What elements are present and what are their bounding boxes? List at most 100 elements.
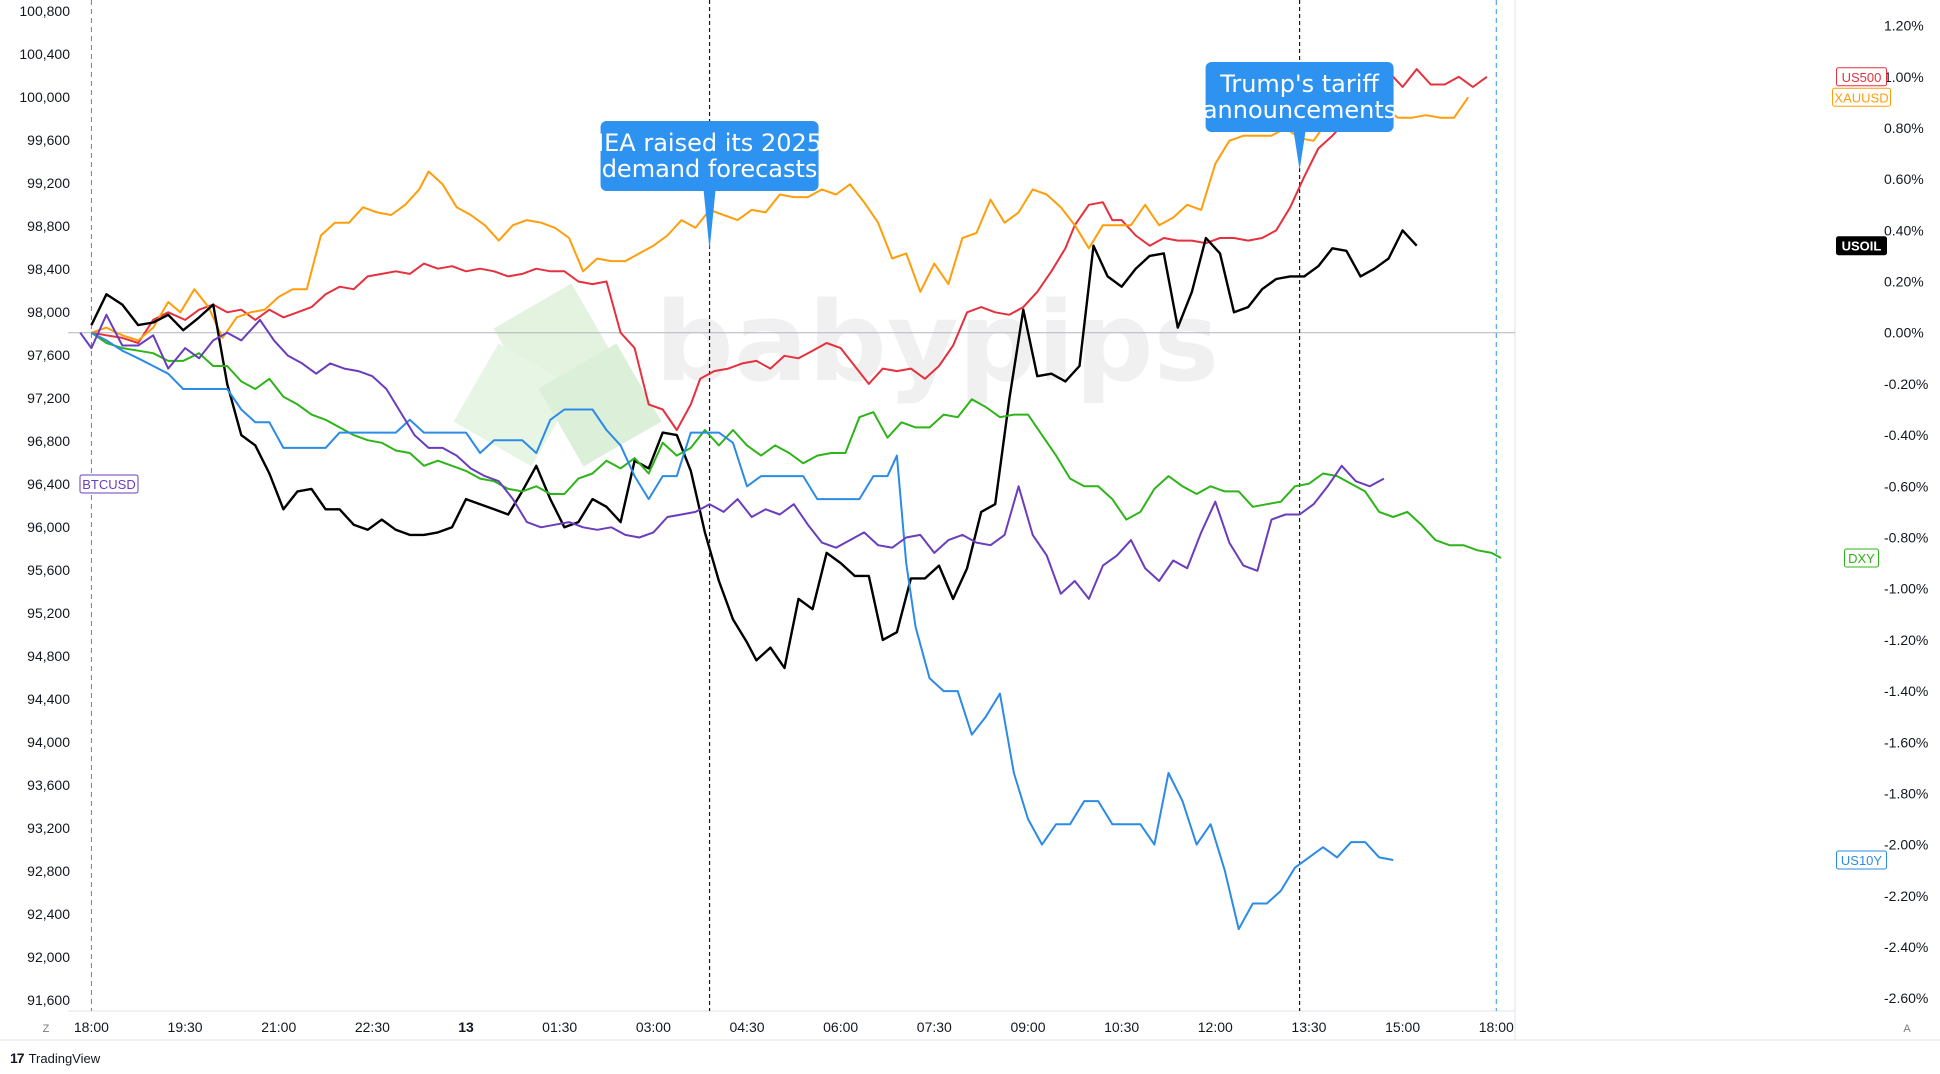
series-tags: US500 XAUUSD USOIL DXY US10Y BTCUSD — [79, 67, 1891, 870]
right-axis-tick: -1.40% — [1884, 683, 1928, 699]
time-axis-tick: 15:00 — [1385, 1019, 1420, 1035]
time-axis-tick: 21:00 — [261, 1019, 296, 1035]
callout-pointer — [703, 190, 716, 250]
tradingview-logo-icon: 17 — [10, 1050, 25, 1066]
left-axis-tick: 91,600 — [27, 992, 70, 1008]
left-axis-tick: 98,400 — [27, 261, 70, 277]
callout-text: IEA raised its 2025 — [597, 129, 822, 157]
left-axis-tick: 99,600 — [27, 132, 70, 148]
right-axis-tick: -0.40% — [1884, 427, 1928, 443]
time-axis-tick: 09:00 — [1010, 1019, 1045, 1035]
left-axis-tick: 100,000 — [19, 89, 70, 105]
time-axis-tick: 01:30 — [542, 1019, 577, 1035]
left-price-axis[interactable]: 100,800 100,400 100,000 99,600 99,200 98,800 9… — [19, 3, 70, 1008]
series-tag-label: DXY — [1848, 551, 1875, 566]
left-axis-tick: 94,800 — [27, 648, 70, 664]
auto-scale-button[interactable]: A — [1903, 1023, 1911, 1035]
callout-text: announcements — [1203, 96, 1396, 124]
time-axis-tick: 04:30 — [729, 1019, 764, 1035]
left-axis-tick: 93,200 — [27, 820, 70, 836]
callout-text: demand forecasts — [602, 155, 818, 183]
time-axis-tick: 13 — [458, 1019, 474, 1035]
left-axis-tick: 100,800 — [19, 3, 70, 19]
series-line-btcusd — [79, 313, 1385, 600]
right-axis-tick: -2.40% — [1884, 939, 1928, 955]
right-axis-tick: -2.20% — [1884, 888, 1928, 904]
time-axis-tick: 03:00 — [636, 1019, 671, 1035]
watermark-logo-icon — [453, 343, 577, 467]
right-axis-tick: 1.20% — [1884, 18, 1924, 34]
left-axis-tick: 95,600 — [27, 562, 70, 578]
timezone-button[interactable]: Z — [42, 1023, 50, 1035]
right-axis-tick: -1.60% — [1884, 734, 1928, 750]
callout-pointer — [1293, 131, 1306, 170]
watermark-logo-icon — [538, 343, 662, 467]
right-axis-tick: -2.60% — [1884, 990, 1928, 1006]
right-axis-tick: 1.00% — [1884, 69, 1924, 85]
left-axis-tick: 93,600 — [27, 777, 70, 793]
series-tag-box — [1836, 236, 1887, 256]
series-tag-box — [1844, 548, 1879, 568]
right-axis-tick: -0.20% — [1884, 376, 1928, 392]
callout-box — [600, 121, 819, 191]
series-line-us500 — [91, 68, 1488, 431]
series-tag-box — [1832, 87, 1891, 107]
left-axis-tick: 92,400 — [27, 906, 70, 922]
series-tag-label: US10Y — [1841, 853, 1883, 868]
left-axis-tick: 97,200 — [27, 390, 70, 406]
watermark-text: babypips — [655, 278, 1219, 406]
series-line-usoil — [90, 229, 1418, 670]
series-tag-label: XAUUSD — [1834, 90, 1888, 105]
series-line-us10y — [90, 331, 1394, 931]
left-axis-tick: 95,200 — [27, 605, 70, 621]
series-tag-label: USOIL — [1842, 239, 1882, 254]
time-axis-tick: 12:00 — [1198, 1019, 1233, 1035]
time-axis-tick: 07:30 — [917, 1019, 952, 1035]
right-axis-tick: 0.20% — [1884, 274, 1924, 290]
series-line-dxy — [90, 331, 1502, 559]
right-axis-tick: -0.60% — [1884, 478, 1928, 494]
left-axis-tick: 96,800 — [27, 433, 70, 449]
callout-text: Trump's tariff — [1219, 70, 1379, 98]
right-axis-tick: -1.00% — [1884, 581, 1928, 597]
watermark: babypips — [453, 278, 1219, 467]
series-line-xauusd — [91, 96, 1470, 342]
gridlines — [0, 0, 1940, 1041]
footer-brand: 17 TradingView — [10, 1050, 100, 1066]
series-tag-label: US500 — [1842, 70, 1882, 85]
time-axis-tick: 18:00 — [1479, 1019, 1514, 1035]
right-percent-axis[interactable]: 1.20% 1.00% 0.80% 0.60% 0.40% 0.20% 0.00% -0.20… — [1884, 18, 1928, 1007]
right-axis-tick: 0.00% — [1884, 325, 1924, 341]
series-tag-box — [1836, 850, 1887, 870]
series-tag-box — [79, 474, 139, 494]
time-axis-tick: 06:00 — [823, 1019, 858, 1035]
callout-box — [1205, 62, 1394, 132]
left-axis-tick: 92,800 — [27, 863, 70, 879]
left-axis-tick: 98,800 — [27, 218, 70, 234]
left-axis-tick: 94,000 — [27, 734, 70, 750]
right-axis-tick: -1.80% — [1884, 785, 1928, 801]
time-axis[interactable]: 18:00 19:30 21:00 22:30 13 01:30 03:00 04:30 06:… — [74, 1019, 1514, 1035]
left-axis-tick: 96,400 — [27, 476, 70, 492]
time-axis-tick: 13:30 — [1291, 1019, 1326, 1035]
right-axis-tick: -1.20% — [1884, 632, 1928, 648]
left-axis-tick: 94,400 — [27, 691, 70, 707]
right-axis-tick: 0.40% — [1884, 222, 1924, 238]
left-axis-tick: 92,000 — [27, 949, 70, 965]
right-axis-tick: -0.80% — [1884, 529, 1928, 545]
right-axis-tick: 0.60% — [1884, 171, 1924, 187]
time-axis-tick: 10:30 — [1104, 1019, 1139, 1035]
left-axis-tick: 98,000 — [27, 304, 70, 320]
series-tag-label: BTCUSD — [82, 477, 135, 492]
right-axis-tick: 0.80% — [1884, 120, 1924, 136]
left-axis-tick: 99,200 — [27, 175, 70, 191]
left-axis-tick: 100,400 — [19, 46, 70, 62]
brand-label: TradingView — [28, 1050, 101, 1066]
right-axis-tick: -2.00% — [1884, 837, 1928, 853]
left-axis-tick: 96,000 — [27, 519, 70, 535]
series-layer — [79, 68, 1502, 931]
series-tag-box — [1836, 67, 1887, 87]
time-axis-tick: 22:30 — [355, 1019, 390, 1035]
